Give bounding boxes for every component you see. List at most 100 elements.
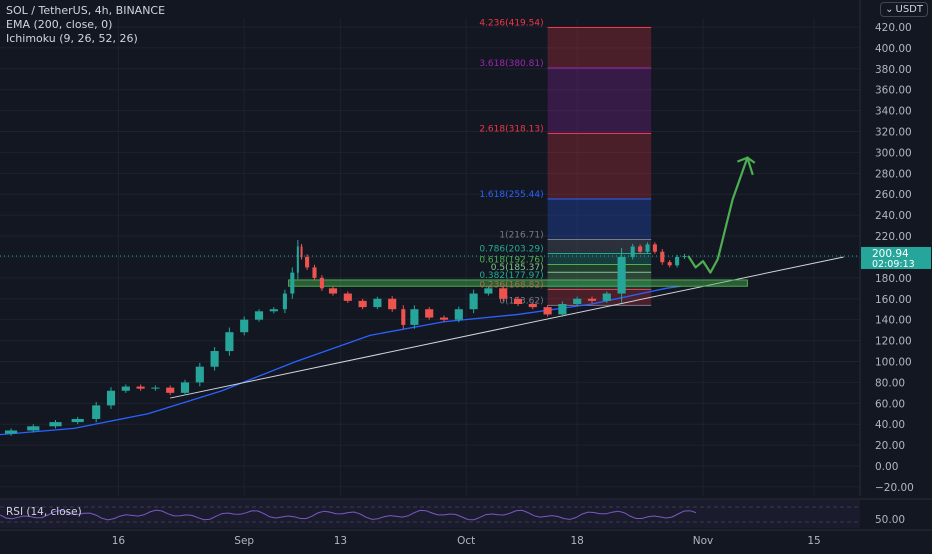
- price-axis-tick-label: 160.00: [875, 294, 912, 306]
- price-axis-tick-label: 360.00: [875, 85, 912, 97]
- candle: [410, 309, 419, 325]
- price-axis-tick-label: 300.00: [875, 147, 912, 159]
- price-axis-tick-label: 220.00: [875, 231, 912, 243]
- time-axis-tick-label: 16: [112, 535, 126, 547]
- chart-legend: SOL / TetherUS, 4h, BINANCE EMA (200, cl…: [6, 4, 165, 46]
- candle: [71, 418, 84, 423]
- price-axis-tick-label: 240.00: [875, 210, 912, 222]
- candle: [667, 262, 672, 266]
- fib-zone: [547, 27, 652, 68]
- fib-level-label: 4.236(419.54): [479, 18, 543, 28]
- candle: [469, 293, 478, 310]
- time-axis-tick-label: Oct: [457, 535, 475, 547]
- price-axis-tick-label: 100.00: [875, 356, 912, 368]
- price-tag-countdown: 02:09:13: [872, 259, 915, 270]
- candle: [343, 293, 352, 301]
- candle: [92, 405, 101, 419]
- fib-zone: [547, 239, 652, 254]
- candle: [630, 246, 635, 257]
- price-axis-tick-label: 420.00: [875, 22, 912, 34]
- candle: [121, 386, 130, 391]
- currency-selector[interactable]: ⌄ USDT: [880, 2, 928, 17]
- symbol-label[interactable]: SOL / TetherUS, 4h, BINANCE: [6, 4, 166, 17]
- price-axis-tick-label: 120.00: [875, 336, 912, 348]
- price-axis-tick-label: −20.00: [875, 482, 914, 494]
- candle: [180, 382, 190, 393]
- candle: [454, 309, 463, 320]
- candle: [439, 317, 449, 320]
- candle: [513, 298, 523, 304]
- ichimoku-indicator-label[interactable]: Ichimoku (9, 26, 52, 26): [6, 32, 138, 45]
- ema-indicator-label[interactable]: EMA (200, close, 0): [6, 18, 113, 31]
- candle: [305, 256, 310, 268]
- candle: [388, 298, 397, 310]
- time-axis-tick-label: Sep: [234, 535, 254, 547]
- candle: [225, 332, 234, 352]
- fib-level-label: 2.618(318.13): [479, 124, 543, 134]
- candle: [543, 307, 552, 315]
- fib-zone: [547, 133, 652, 200]
- fib-zone: [547, 253, 652, 265]
- candle: [328, 288, 338, 294]
- candle: [499, 288, 508, 299]
- price-axis-tick-label: 40.00: [875, 419, 905, 431]
- price-axis-tick-label: 400.00: [875, 43, 912, 55]
- candle: [240, 319, 249, 333]
- price-axis-tick-label: 180.00: [875, 273, 912, 285]
- candle: [49, 422, 62, 427]
- support-zone: [288, 279, 748, 287]
- price-axis-tick-label: 340.00: [875, 106, 912, 118]
- fib-level-label: 3.618(380.81): [479, 59, 543, 69]
- fib-level-label: 1(216.71): [499, 230, 543, 240]
- fib-zone: [547, 279, 652, 290]
- price-tag-value: 200.94: [872, 248, 909, 260]
- fib-zone: [547, 199, 652, 240]
- projection-arrow: [687, 156, 756, 274]
- rsi-label: RSI (14, close): [6, 506, 82, 518]
- candle: [290, 272, 295, 294]
- candle: [373, 298, 382, 308]
- candle: [254, 311, 264, 320]
- fib-zone: [547, 272, 652, 280]
- candle: [210, 351, 219, 367]
- fib-level-label: 0.5(185.37): [491, 263, 544, 273]
- price-tag: [861, 246, 931, 269]
- price-axis-tick-label: 280.00: [875, 168, 912, 180]
- candle: [638, 246, 643, 252]
- time-axis-tick-label: 13: [334, 535, 347, 547]
- candle: [645, 244, 650, 252]
- candle: [587, 298, 597, 301]
- candle: [617, 256, 626, 294]
- ascending-trendline: [170, 256, 844, 399]
- rsi-pane: [0, 500, 860, 528]
- candle: [136, 386, 145, 389]
- fib-level-label: 0.786(203.29): [479, 245, 543, 255]
- candle: [27, 426, 40, 431]
- rsi-line: [0, 509, 697, 521]
- candle: [282, 293, 287, 310]
- ema-line: [0, 285, 681, 436]
- candle: [151, 387, 160, 389]
- fib-zone: [547, 67, 652, 134]
- candle: [652, 244, 657, 252]
- candle: [296, 246, 299, 273]
- time-axis-tick-label: 18: [571, 535, 584, 547]
- candle: [358, 300, 367, 308]
- candle: [401, 309, 406, 325]
- price-axis-tick-label: 140.00: [875, 315, 912, 327]
- candle: [106, 390, 116, 406]
- fib-level-label: 1.618(255.44): [479, 190, 543, 200]
- fib-level-label: 0.382(177.97): [479, 271, 543, 281]
- chevron-down-icon: ⌄: [885, 4, 894, 15]
- arrow-head: [736, 156, 754, 176]
- candle: [269, 309, 278, 312]
- price-axis-tick-label: 0.00: [875, 461, 898, 473]
- price-axis-tick-label: 20.00: [875, 440, 905, 452]
- price-axis-tick-label: 260.00: [875, 189, 912, 201]
- rsi-axis-label: 50.00: [875, 514, 905, 526]
- currency-label: USDT: [895, 4, 923, 15]
- price-axis-tick-label: 380.00: [875, 64, 912, 76]
- candle: [528, 303, 537, 308]
